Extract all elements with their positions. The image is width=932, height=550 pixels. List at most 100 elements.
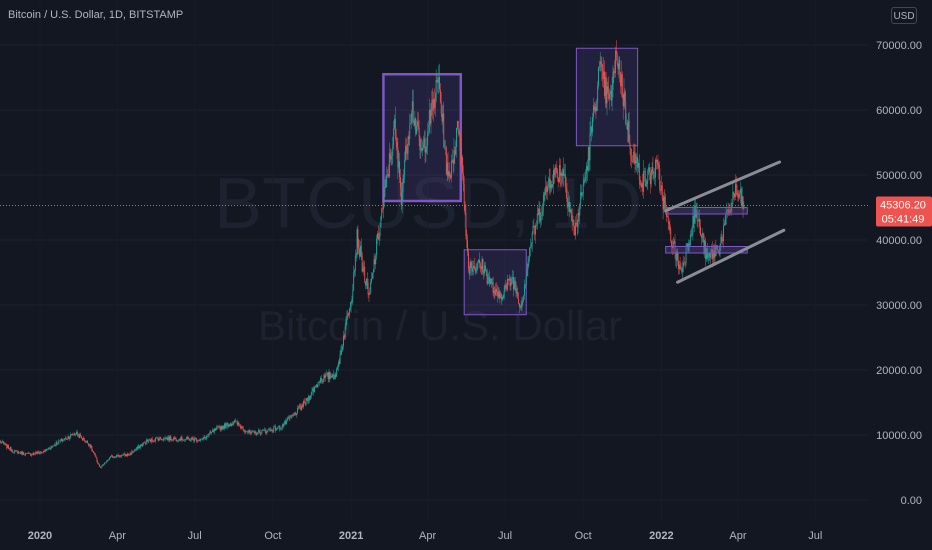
candle-body [556,169,558,173]
candle-body [90,446,92,448]
price-axis[interactable]: 70000.00 60000.00 50000.00 40000.00 30000.00… [876,40,922,507]
time-axis[interactable]: 2020 Apr Jul Oct 2021 Apr Jul Oct 2022 Apr Jul [28,530,823,542]
candle-body [269,429,271,431]
candle-body [180,436,182,441]
candle-body [181,436,183,440]
candle-body [724,223,726,225]
y-tick-label: 10000.00 [876,430,922,442]
candle-body [651,167,653,176]
candle-body [741,196,743,206]
candle-body [571,214,573,222]
support-zone[interactable] [665,246,748,254]
candle-body [152,440,154,442]
candle-body [321,380,323,382]
candle-body [367,282,369,295]
candle-body [307,400,309,402]
candle-body [25,453,26,456]
candle-body [306,398,308,401]
candle-body [31,454,33,456]
annotation-box[interactable] [382,73,463,203]
candle-body [562,169,564,176]
candle-body [248,430,250,432]
candle-body [498,291,500,299]
candle-body [525,276,527,285]
candle-body [277,426,279,429]
candle-body [647,170,649,182]
candle-body [286,418,288,421]
x-tick-label: Oct [264,530,281,542]
candle-body [700,235,702,238]
candle-body [716,245,718,249]
candle-body [14,450,15,453]
candle-body [584,179,586,181]
candle-body [67,436,69,439]
candle-body [541,211,543,216]
candle-body [286,420,287,424]
candle-body [189,440,191,441]
candle-body [104,462,106,464]
candle-body [710,253,712,258]
candle-body [738,197,740,198]
candle-body [326,373,327,375]
y-tick-label: 20000.00 [876,365,922,377]
candle-body [715,247,717,249]
candle-body [285,420,287,424]
candle-body [278,425,280,427]
candle-body [42,450,44,453]
candle-body [533,225,535,227]
candle-body [121,454,123,456]
candle-body [3,443,5,445]
candle-body [29,453,31,454]
candle-body [244,429,246,432]
candle-body [482,258,484,273]
candle-body [102,464,104,466]
candle-body [638,163,640,181]
candle-body [173,437,175,439]
candle-body [659,168,661,190]
candle-body [65,437,67,440]
candle-body [213,428,215,433]
candle-body [454,150,456,155]
candle-body [75,434,77,435]
candle-body [52,445,54,447]
candle-body [558,178,559,183]
candle-body [616,54,618,65]
candle-body [642,183,644,192]
candle-body [480,266,482,270]
candle-body [159,436,161,439]
candle-body [518,303,520,308]
candle-body [122,453,124,455]
price-badge-countdown: 05:41:49 [882,214,925,226]
currency-button[interactable]: USD [891,7,917,24]
candle-body [717,250,719,252]
channel-line[interactable] [664,160,782,213]
candle-body [581,194,583,196]
candle-body [335,374,337,377]
candle-body [502,296,504,298]
candle-body [706,248,707,260]
candle-body [640,184,642,187]
candle-body [554,167,556,176]
candle-body [600,61,602,64]
candle-body [184,439,185,441]
candle-body [649,167,650,173]
candle-body [734,193,735,198]
candle-body [547,186,548,193]
candle-body [353,272,355,290]
candle-body [345,319,347,327]
candle-body [36,451,38,454]
candle-body [575,222,576,236]
candle-body [201,438,202,440]
candle-body [94,453,96,457]
candle-body [171,439,173,441]
candle-body [5,443,7,445]
candle-body [728,210,730,213]
candle-body [217,426,219,427]
support-zone[interactable] [665,207,748,215]
candle-body [167,437,168,441]
annotation-box[interactable] [463,249,527,316]
channel-line[interactable] [676,228,786,284]
candle-body [446,162,448,175]
